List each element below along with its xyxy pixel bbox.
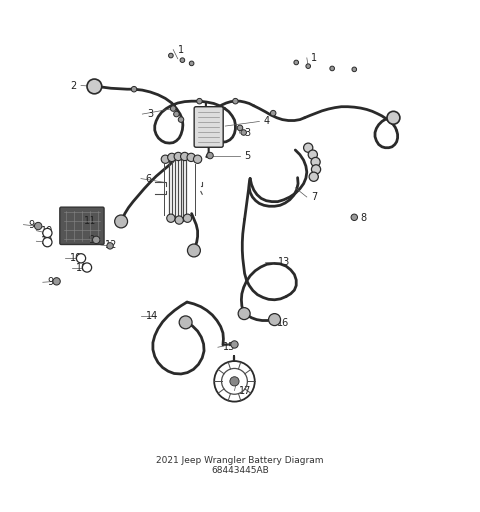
Circle shape	[309, 172, 318, 181]
Circle shape	[303, 143, 313, 153]
Text: 13: 13	[278, 257, 290, 267]
Circle shape	[207, 153, 213, 159]
Text: 2: 2	[70, 80, 76, 91]
Circle shape	[351, 214, 358, 221]
Circle shape	[231, 341, 238, 348]
Text: 15: 15	[223, 342, 235, 352]
Circle shape	[187, 153, 195, 162]
Circle shape	[230, 377, 239, 386]
Circle shape	[35, 222, 42, 230]
Text: 10: 10	[76, 263, 89, 272]
Circle shape	[83, 263, 92, 272]
Circle shape	[179, 316, 192, 329]
Text: 16: 16	[277, 318, 289, 328]
Circle shape	[352, 67, 357, 72]
Circle shape	[233, 98, 238, 104]
Circle shape	[131, 87, 137, 92]
Text: 3: 3	[245, 129, 251, 138]
Circle shape	[189, 61, 194, 66]
Circle shape	[180, 153, 189, 161]
Text: 12: 12	[106, 240, 118, 250]
Text: 11: 11	[84, 217, 96, 226]
Circle shape	[312, 165, 321, 174]
Text: 10: 10	[41, 236, 53, 246]
FancyBboxPatch shape	[60, 207, 104, 245]
Circle shape	[174, 153, 182, 161]
Text: 10: 10	[41, 226, 53, 236]
Circle shape	[93, 236, 100, 244]
Circle shape	[115, 215, 128, 228]
Circle shape	[170, 106, 176, 111]
Circle shape	[168, 53, 173, 58]
Circle shape	[306, 64, 311, 69]
Circle shape	[178, 117, 184, 122]
Text: 7: 7	[312, 192, 318, 202]
Circle shape	[308, 150, 317, 159]
Circle shape	[175, 216, 183, 224]
Circle shape	[238, 308, 250, 319]
Circle shape	[183, 214, 192, 222]
Circle shape	[387, 111, 400, 124]
Text: 1: 1	[178, 45, 184, 55]
FancyBboxPatch shape	[194, 106, 223, 147]
Text: 8: 8	[361, 213, 367, 223]
Circle shape	[237, 125, 243, 131]
Circle shape	[311, 157, 320, 166]
Text: 6: 6	[145, 174, 152, 184]
Circle shape	[188, 244, 200, 257]
Circle shape	[168, 153, 176, 162]
Circle shape	[270, 111, 276, 116]
Circle shape	[43, 238, 52, 247]
Circle shape	[330, 66, 335, 71]
Circle shape	[53, 278, 60, 285]
Circle shape	[87, 79, 102, 94]
Circle shape	[197, 98, 202, 104]
Text: 5: 5	[245, 151, 251, 161]
Text: 2021 Jeep Wrangler Battery Diagram
68443445AB: 2021 Jeep Wrangler Battery Diagram 68443…	[156, 456, 324, 475]
Circle shape	[167, 214, 175, 222]
Text: 1: 1	[312, 53, 318, 63]
Text: 17: 17	[239, 386, 252, 396]
Text: 4: 4	[264, 116, 270, 126]
Circle shape	[76, 254, 85, 263]
Circle shape	[174, 111, 179, 117]
Text: 9: 9	[28, 220, 34, 230]
Circle shape	[161, 155, 169, 163]
Circle shape	[294, 60, 299, 65]
Circle shape	[193, 155, 202, 163]
Text: 9: 9	[89, 235, 95, 245]
Circle shape	[241, 130, 246, 135]
Circle shape	[107, 243, 113, 249]
Text: 14: 14	[145, 311, 158, 321]
Text: 9: 9	[48, 278, 53, 287]
Text: 3: 3	[147, 109, 153, 119]
Circle shape	[180, 58, 185, 62]
Circle shape	[269, 313, 280, 326]
Circle shape	[43, 228, 52, 238]
Text: 10: 10	[70, 253, 82, 263]
